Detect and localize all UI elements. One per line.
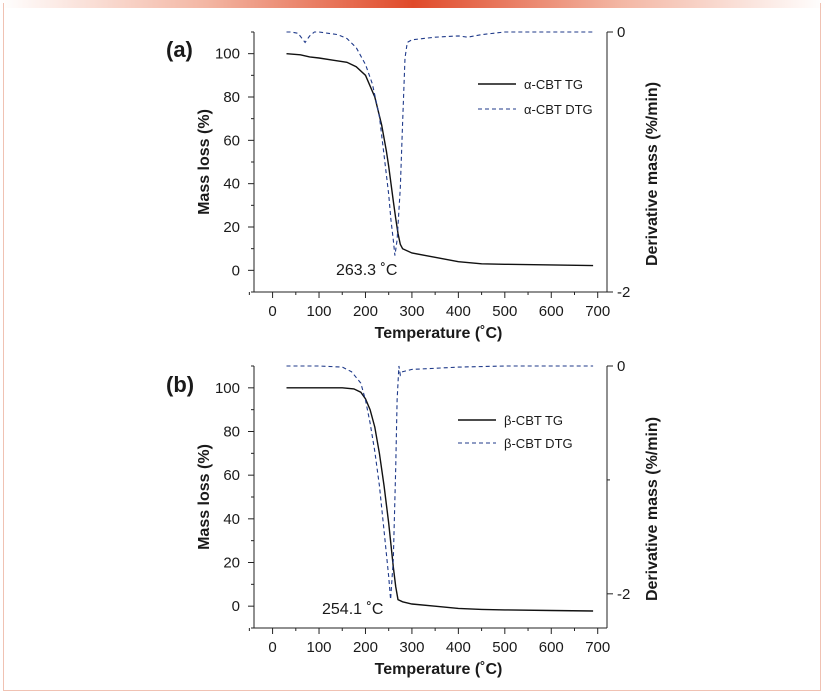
y-axis-label: Mass loss (%) [196,109,213,215]
x-tick-label: 0 [268,639,276,656]
y-tick-label: 40 [223,176,240,193]
x-tick-label: 700 [585,639,610,656]
x-tick-label: 300 [399,303,424,320]
tg-curve-a [286,53,594,267]
y2-tick-label: -2 [617,284,630,301]
x-tick-label: 200 [353,303,378,320]
x-tick-label: 500 [492,639,517,656]
legend-label: α-CBT DTG [524,102,593,117]
y2-axis-label: Derivative mass (%/min) [644,82,661,266]
x-tick-label: 400 [446,303,471,320]
peak-temperature-annotation: 263.3 ˚C [336,262,397,279]
x-tick-label: 600 [539,303,564,320]
panel-label: (b) [166,372,194,397]
y2-axis-label: Derivative mass (%/min) [644,417,661,601]
header-accent-bar [0,0,826,8]
x-tick-label: 100 [307,303,332,320]
x-tick-label: 300 [399,639,424,656]
y-tick-label: 20 [223,555,240,572]
y-tick-label: 60 [223,132,240,149]
y-axis-label: Mass loss (%) [196,444,213,550]
x-axis-label: Temperature (˚C) [375,325,503,342]
dtg-curve-a [286,31,594,256]
x-tick-label: 600 [539,639,564,656]
y2-tick-label: -2 [617,586,630,603]
y-tick-label: 80 [223,424,240,441]
y-tick-label: 0 [232,262,240,279]
dtg-curve-b [286,365,594,600]
y-tick-label: 80 [223,89,240,106]
legend-label: β-CBT DTG [504,436,573,451]
y2-tick-label: 0 [617,24,625,41]
panel-label: (a) [166,37,193,62]
peak-temperature-annotation: 254.1 ˚C [322,601,383,618]
chart-panel-a: 0 100 200 300 400 500 600 700 0 20 40 60 80 100 0 -2 Tem… [166,24,661,342]
figure-frame [3,3,821,691]
x-tick-label: 200 [353,639,378,656]
y-tick-label: 100 [215,46,240,63]
y-tick-label: 60 [223,467,240,484]
x-tick-label: 500 [492,303,517,320]
y2-tick-label: 0 [617,358,625,375]
x-tick-label: 400 [446,639,471,656]
tg-curve-b [286,387,594,612]
x-tick-label: 100 [307,639,332,656]
chart-panel-b: 0 100 200 300 400 500 600 700 0 20 40 60 80 100 0 -2 Tem… [166,358,661,678]
y-tick-label: 100 [215,380,240,397]
y-tick-label: 0 [232,598,240,615]
y-tick-label: 40 [223,511,240,528]
y-tick-label: 20 [223,219,240,236]
x-tick-label: 0 [268,303,276,320]
legend-label: α-CBT TG [524,77,583,92]
x-axis-label: Temperature (˚C) [375,661,503,678]
legend-label: β-CBT TG [504,413,563,428]
x-tick-label: 700 [585,303,610,320]
